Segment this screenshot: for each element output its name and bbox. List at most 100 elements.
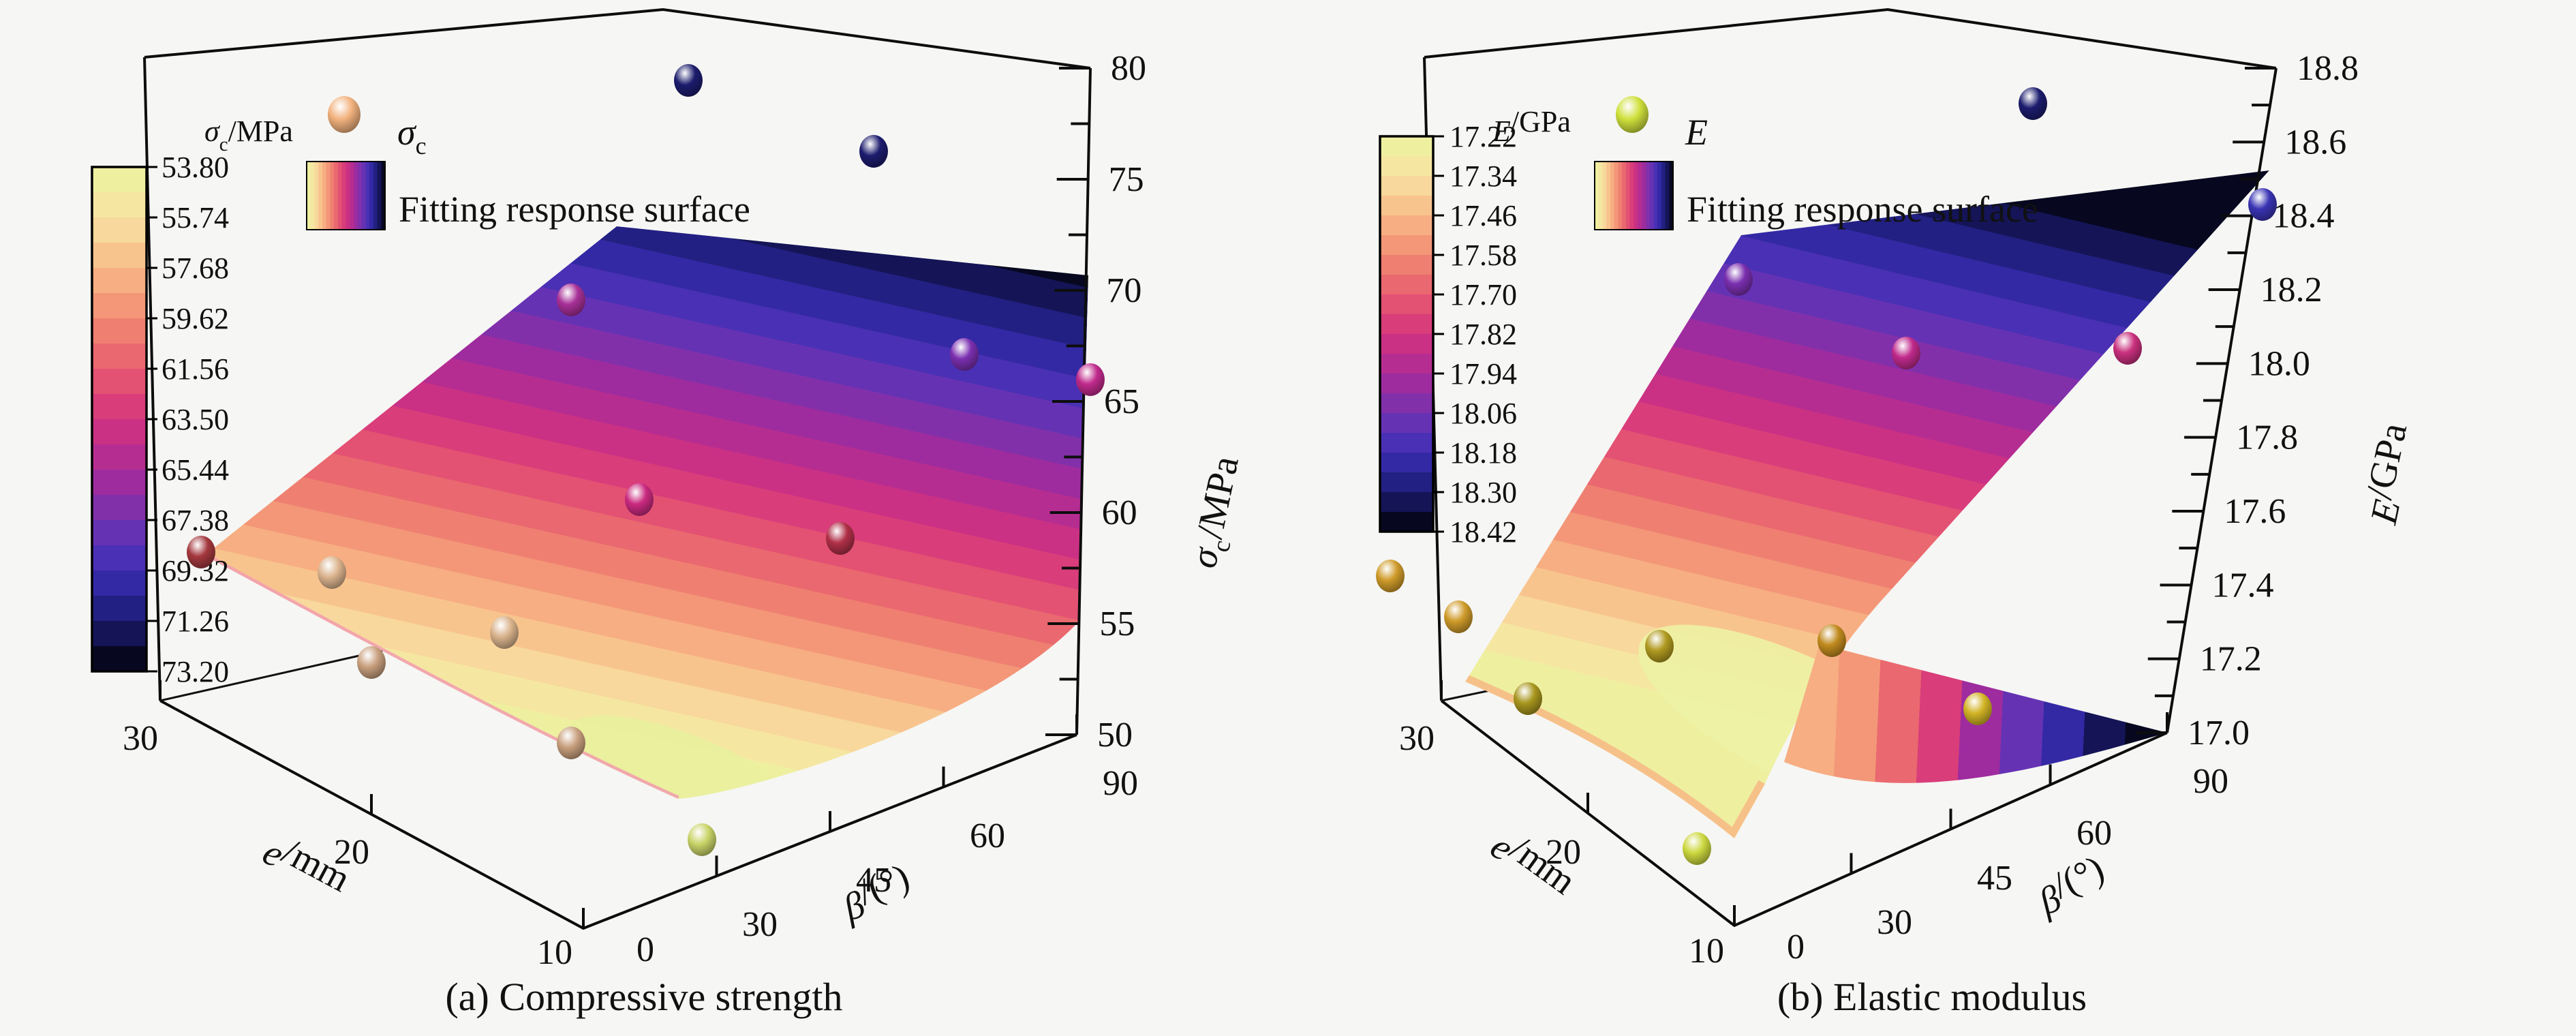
colorbar-band	[92, 344, 147, 369]
colorbar-band	[1380, 374, 1433, 394]
colorbar-label: 61.56	[162, 352, 229, 386]
colorbar-band	[92, 570, 147, 596]
e-axis-title: e/mm	[1483, 818, 1584, 911]
scatter-point	[674, 64, 703, 97]
z-tick-label: 17.0	[2188, 714, 2250, 752]
colorbar-label: 63.50	[162, 403, 229, 436]
scatter-point	[2248, 188, 2277, 221]
colorbar-band	[1380, 215, 1433, 236]
beta-axis-title: β/(°)	[833, 856, 918, 930]
z-axis-title: σc/MPa	[1182, 453, 1254, 573]
beta-tick-label: 45	[1977, 859, 2012, 898]
z-tick-label: 55	[1099, 605, 1135, 643]
scatter-point	[2019, 87, 2047, 120]
var-symbol: σ	[204, 115, 221, 148]
var-unit: /GPa	[2358, 419, 2415, 503]
z-tick-label: 70	[1106, 271, 1141, 310]
colorbar-band	[92, 369, 147, 395]
scatter-point	[1514, 682, 1542, 715]
plot-3d-elastic-modulus: 30 20 10 0 30 45 60 90 17.0 17.2 17.4 17.6 17.8 18.0 1…	[1376, 7, 2415, 1019]
z-tick-label: 18.2	[2260, 271, 2322, 309]
legend-colorbar-title: σc/MPa	[204, 115, 293, 155]
beta-tick-label: 90	[1103, 764, 1138, 803]
var-unit: /MPa	[1189, 453, 1247, 543]
z-tick-label: 50	[1097, 716, 1133, 755]
colorbar-band	[92, 243, 147, 269]
colorbar-band	[1380, 354, 1433, 374]
beta-tick-label: 45	[856, 861, 891, 900]
scatter-point	[826, 522, 855, 555]
scatter-point	[1645, 630, 1674, 662]
panel-compressive-strength: 30 20 10 0 30 45 60 90 50 55 60 65 70 75 80 σc/MPa e/mm β…	[91, 7, 1254, 1019]
z-tick-label: 60	[1102, 493, 1137, 532]
colorbar-band	[1380, 492, 1433, 513]
colorbar-label: 18.42	[1450, 515, 1517, 549]
legend-scatter-marker-sphere	[328, 96, 361, 133]
colorbar-band	[1380, 314, 1433, 335]
var-subscript: c	[416, 132, 427, 159]
colorbar-label: 18.18	[1450, 436, 1517, 470]
colorbar-band	[92, 470, 147, 496]
scatter-point	[1963, 692, 1992, 725]
colorbar-band	[1380, 334, 1433, 354]
colorbar-band	[1380, 136, 1433, 157]
legend-colorbar-title: E/GPa	[1492, 105, 1571, 148]
colorbar-label: 57.68	[162, 252, 229, 285]
scatter-point	[1444, 600, 1473, 633]
legend-surface-label: Fitting response surface	[1687, 189, 2038, 230]
colorbar-band	[1380, 393, 1433, 414]
legend-surface-label: Fitting response surface	[399, 189, 750, 230]
colorbar-band	[92, 596, 147, 622]
colorbar-band	[92, 646, 147, 672]
colorbar-label: 17.34	[1450, 159, 1517, 193]
colorbar-band	[1380, 294, 1433, 315]
colorbar-band	[1380, 275, 1433, 295]
scatter-point	[1818, 624, 1846, 657]
e-tick-label: 20	[1546, 833, 1581, 872]
z-tick-label: 80	[1111, 49, 1146, 88]
z-tick-label: 65	[1104, 382, 1139, 421]
z-tick-label: 75	[1109, 160, 1144, 199]
e-tick-label: 10	[537, 933, 572, 972]
legend-scatter-label: E	[1685, 112, 1708, 153]
scatter-point	[1892, 337, 1920, 369]
scatter-point	[688, 823, 716, 856]
colorbar-label: 17.70	[1450, 278, 1517, 311]
colorbar-label: 18.06	[1450, 397, 1517, 430]
beta-tick-label: 30	[1877, 903, 1912, 942]
colorbar-band	[1380, 156, 1433, 177]
colorbar-band	[1380, 433, 1433, 453]
scatter-point	[859, 135, 888, 168]
z-tick-label: 17.2	[2200, 640, 2262, 679]
beta-tick-label: 60	[970, 817, 1005, 855]
legend-surface-swatch	[306, 161, 386, 230]
beta-tick-label: 0	[1787, 928, 1805, 966]
colorbar-band	[1380, 196, 1433, 216]
colorbar-band	[1380, 512, 1433, 532]
var-unit: /MPa	[228, 115, 293, 148]
colorbar-band	[92, 167, 147, 193]
box-left-edge	[143, 57, 162, 701]
colorbar: 53.80 55.74 57.68 59.62 61.56 63.50 65.44 67.38…	[91, 151, 229, 688]
colorbar-band	[92, 293, 147, 319]
colorbar-band	[92, 192, 147, 218]
var-unit: /GPa	[1511, 105, 1571, 138]
colorbar-band	[92, 621, 147, 647]
e-tick-label: 20	[334, 833, 369, 872]
colorbar-label: 59.62	[162, 302, 229, 335]
colorbar-band	[92, 318, 147, 344]
scatter-points	[187, 64, 1105, 856]
z-tick-label: 17.8	[2236, 418, 2298, 457]
var-subscript: c	[219, 134, 228, 155]
var-symbol: σ	[397, 112, 417, 153]
colorbar-label: 17.58	[1450, 239, 1517, 272]
beta-tick-label: 60	[2076, 814, 2112, 853]
panel-caption: (a) Compressive strength	[445, 975, 842, 1019]
colorbar-label: 71.26	[162, 605, 229, 638]
colorbar-label: 17.46	[1450, 199, 1517, 232]
z-tick-label: 18.8	[2297, 49, 2359, 88]
scatter-point	[557, 727, 585, 759]
scatter-point	[950, 338, 979, 371]
var-symbol: E	[2363, 496, 2409, 528]
